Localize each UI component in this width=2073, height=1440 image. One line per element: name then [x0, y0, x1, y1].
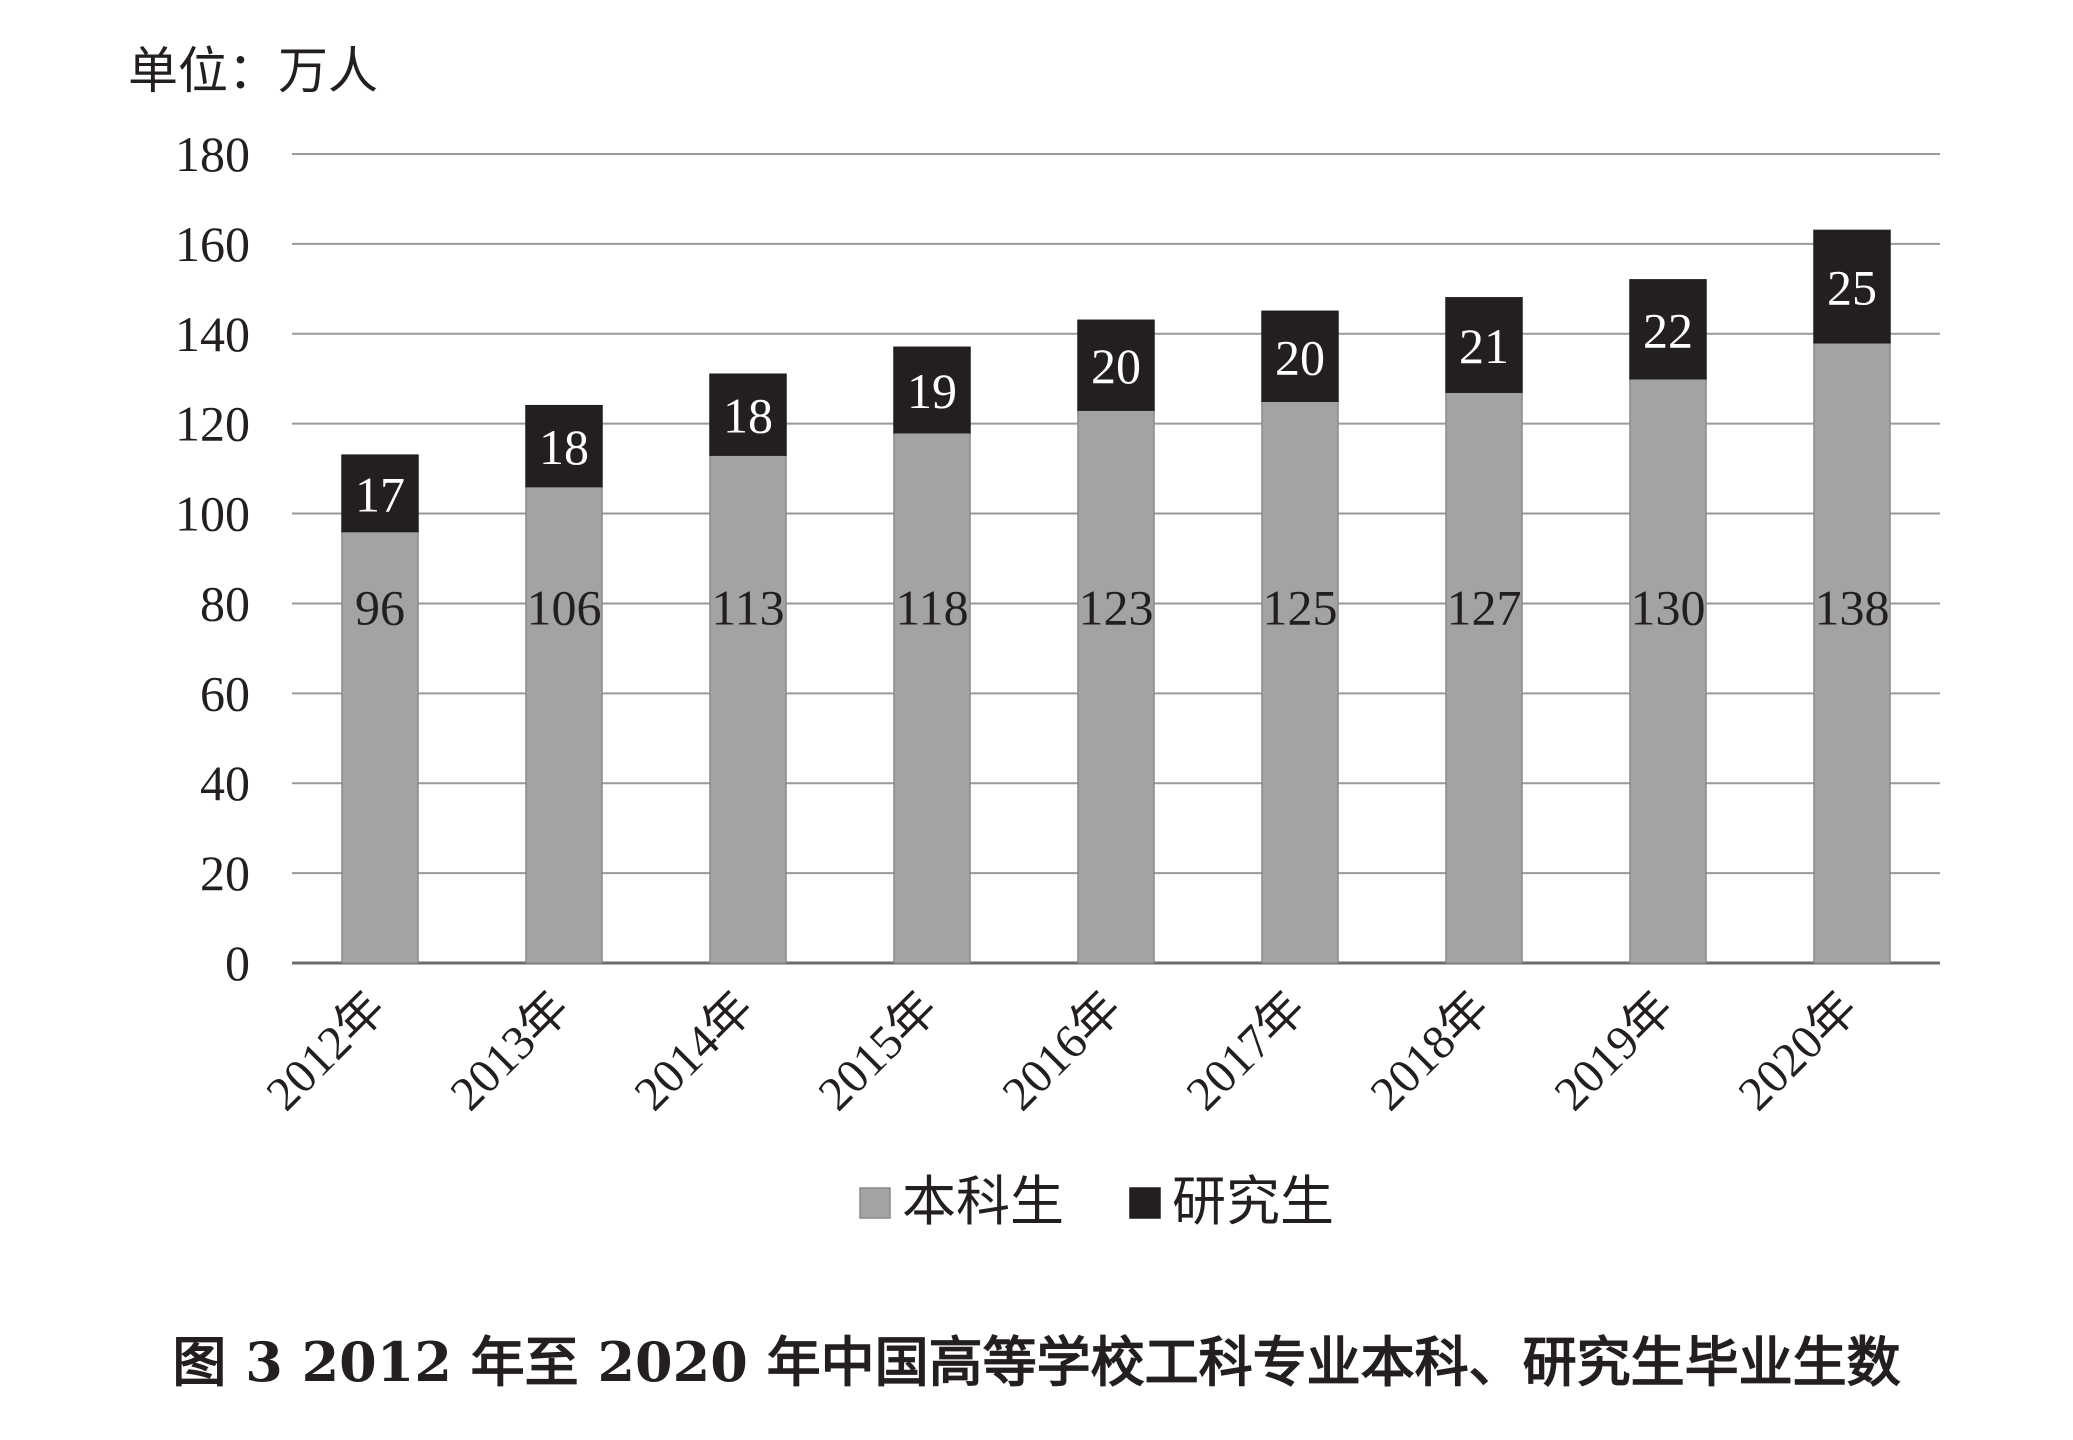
legend: 本科生 研究生: [859, 1170, 1334, 1233]
bar-segment: [525, 404, 603, 488]
bar-segment: [1077, 319, 1155, 411]
y-tick-label: 60: [200, 665, 250, 721]
bar-segment: [893, 431, 971, 964]
legend-swatch: [1129, 1187, 1161, 1219]
data-label: 106: [527, 579, 602, 635]
x-tick-label: 2012年: [256, 981, 395, 1120]
data-label: 127: [1447, 579, 1522, 635]
y-tick-label: 100: [175, 486, 250, 542]
legend-swatch: [859, 1187, 891, 1219]
data-label: 20: [1275, 329, 1325, 385]
data-label: 20: [1091, 338, 1141, 394]
bar-segment: [1813, 229, 1891, 344]
data-label: 18: [723, 388, 773, 444]
bar-segment: [1813, 342, 1891, 964]
bar-segment: [709, 373, 787, 456]
data-label: 18: [539, 419, 589, 475]
data-label: 113: [711, 579, 784, 635]
bar-segment: [709, 454, 787, 964]
y-tick-label: 180: [175, 126, 250, 182]
data-label: 25: [1827, 260, 1877, 316]
y-tick-label: 40: [200, 755, 250, 811]
data-label: 21: [1459, 318, 1509, 374]
legend-label: 本科生: [902, 1170, 1064, 1233]
data-label: 123: [1079, 579, 1154, 635]
y-tick-label: 140: [175, 306, 250, 362]
x-tick-label: 2017年: [1176, 981, 1315, 1120]
bar-segment: [1629, 377, 1707, 964]
y-tick-label: 0: [225, 935, 250, 991]
data-label: 118: [895, 579, 968, 635]
y-tick-label: 80: [200, 575, 250, 631]
x-tick-label: 2020年: [1728, 981, 1867, 1120]
x-tick-label: 2019年: [1544, 981, 1683, 1120]
bar-segment: [525, 485, 603, 964]
data-label: 130: [1631, 579, 1706, 635]
data-label: 138: [1815, 579, 1890, 635]
data-label: 22: [1643, 302, 1693, 358]
bar-segment: [341, 454, 419, 533]
bar-segment: [893, 346, 971, 434]
bar-segment: [1261, 400, 1339, 964]
bar-segment: [1445, 391, 1523, 964]
data-label: 17: [355, 466, 405, 522]
y-tick-label: 160: [175, 216, 250, 272]
x-tick-label: 2018年: [1360, 981, 1499, 1120]
bars: 96 17 106 18 113 18 118 19 123 20 125 20 127 21 130 22 1…: [341, 229, 1891, 964]
x-tick-label: 2014年: [624, 981, 763, 1120]
unit-label: 单位：万人: [128, 42, 378, 100]
bar-segment: [1629, 279, 1707, 380]
y-axis: 0 20 40 60 80 100 120 140 160 180: [175, 126, 250, 991]
data-label: 125: [1263, 579, 1338, 635]
y-tick-label: 20: [200, 845, 250, 901]
bar-segment: [1077, 409, 1155, 964]
bar-segment: [1261, 310, 1339, 402]
x-tick-label: 2015年: [808, 981, 947, 1120]
data-label: 96: [355, 579, 405, 635]
x-axis: 2012年 2013年 2014年 2015年 2016年 2017年 2018年 2019年…: [256, 981, 1867, 1120]
x-tick-label: 2016年: [992, 981, 1131, 1120]
figure-caption: 图 3 2012 年至 2020 年中国高等学校工科专业本科、研究生毕业生数: [172, 1330, 1901, 1394]
legend-label: 研究生: [1172, 1170, 1334, 1233]
data-label: 19: [907, 363, 957, 419]
x-tick-label: 2013年: [440, 981, 579, 1120]
bar-segment: [1445, 297, 1523, 393]
y-tick-label: 120: [175, 396, 250, 452]
